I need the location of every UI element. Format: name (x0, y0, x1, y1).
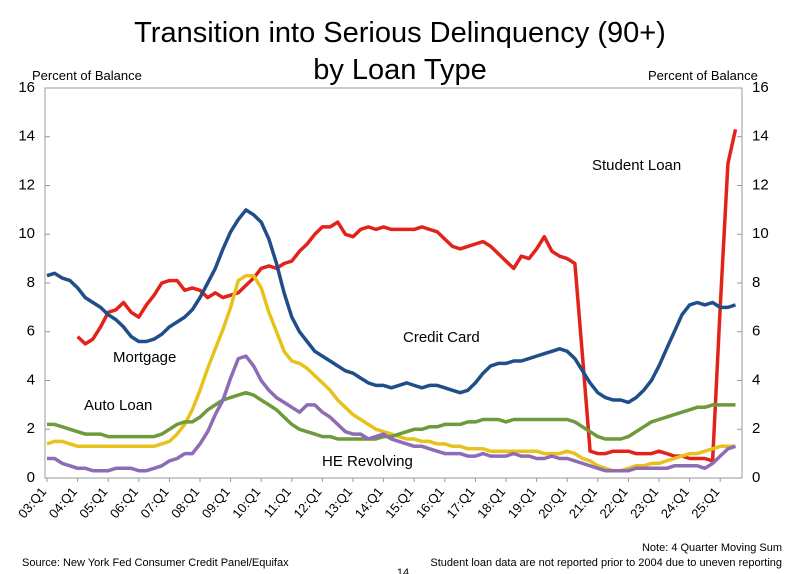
x-tick-label: 04:Q1 (46, 484, 80, 521)
chart-title: Transition into Serious Delinquency (90+… (134, 17, 666, 49)
x-tick-label: 17:Q1 (443, 484, 477, 521)
series-label: Auto Loan (84, 397, 152, 414)
x-tick-label: 20:Q1 (535, 484, 569, 521)
x-tick-label: 15:Q1 (382, 484, 416, 521)
series-label: Student Loan (592, 157, 681, 174)
y-tick-label: 2 (27, 420, 35, 437)
x-tick-label: 19:Q1 (505, 484, 539, 521)
series-line (76, 129, 738, 463)
y-axis-label: Percent of Balance (32, 68, 142, 83)
x-tick-label: 16:Q1 (413, 484, 447, 521)
note: Student loan data are not reported prior… (430, 557, 782, 569)
y2-tick-label: 0 (752, 469, 760, 486)
y-tick-label: 10 (18, 225, 35, 242)
y2-axis-label: Percent of Balance (648, 68, 758, 83)
x-tick-label: 22:Q1 (596, 484, 630, 521)
plot-frame (44, 87, 743, 479)
x-tick-label: 03:Q1 (15, 484, 49, 521)
x-tick-label: 25:Q1 (688, 484, 722, 521)
y-tick-label: 4 (27, 371, 35, 388)
y2-tick-label: 2 (752, 420, 760, 437)
chart-title: by Loan Type (313, 54, 487, 86)
y2-tick-label: 8 (752, 274, 760, 291)
x-tick-label: 09:Q1 (199, 484, 233, 521)
x-tick-label: 13:Q1 (321, 484, 355, 521)
y2-tick-label: 12 (752, 176, 769, 193)
x-tick-label: 05:Q1 (76, 484, 110, 521)
x-tick-label: 23:Q1 (627, 484, 661, 521)
y-tick-label: 12 (18, 176, 35, 193)
y2-tick-label: 10 (752, 225, 769, 242)
note: Note: 4 Quarter Moving Sum (642, 542, 782, 554)
y2-tick-label: 6 (752, 323, 760, 340)
series-label: HE Revolving (322, 453, 413, 470)
series-line (46, 208, 737, 405)
x-tick-label: 14:Q1 (352, 484, 386, 521)
page-number: 14 (397, 567, 409, 574)
y-tick-label: 16 (18, 79, 35, 96)
y-tick-label: 14 (18, 128, 35, 145)
source-note: Source: New York Fed Consumer Credit Pan… (22, 557, 289, 569)
x-tick-label: 11:Q1 (260, 484, 294, 520)
x-tick-label: 24:Q1 (658, 484, 692, 521)
y2-tick-label: 4 (752, 371, 760, 388)
x-tick-label: 07:Q1 (137, 484, 171, 521)
series-line (47, 390, 736, 441)
y-tick-label: 0 (27, 469, 35, 486)
x-tick-label: 06:Q1 (107, 484, 141, 521)
x-tick-label: 10:Q1 (229, 484, 263, 521)
series-line (46, 273, 736, 473)
series-label: Credit Card (403, 329, 480, 346)
y-tick-label: 6 (27, 323, 35, 340)
x-tick-label: 18:Q1 (474, 484, 508, 521)
y-tick-label: 8 (27, 274, 35, 291)
y2-tick-label: 14 (752, 128, 769, 145)
series-label: Mortgage (113, 349, 176, 366)
series-line (47, 354, 737, 473)
y2-tick-label: 16 (752, 79, 769, 96)
x-tick-label: 08:Q1 (168, 484, 202, 521)
x-tick-label: 12:Q1 (290, 484, 324, 521)
x-tick-label: 21:Q1 (566, 484, 600, 521)
